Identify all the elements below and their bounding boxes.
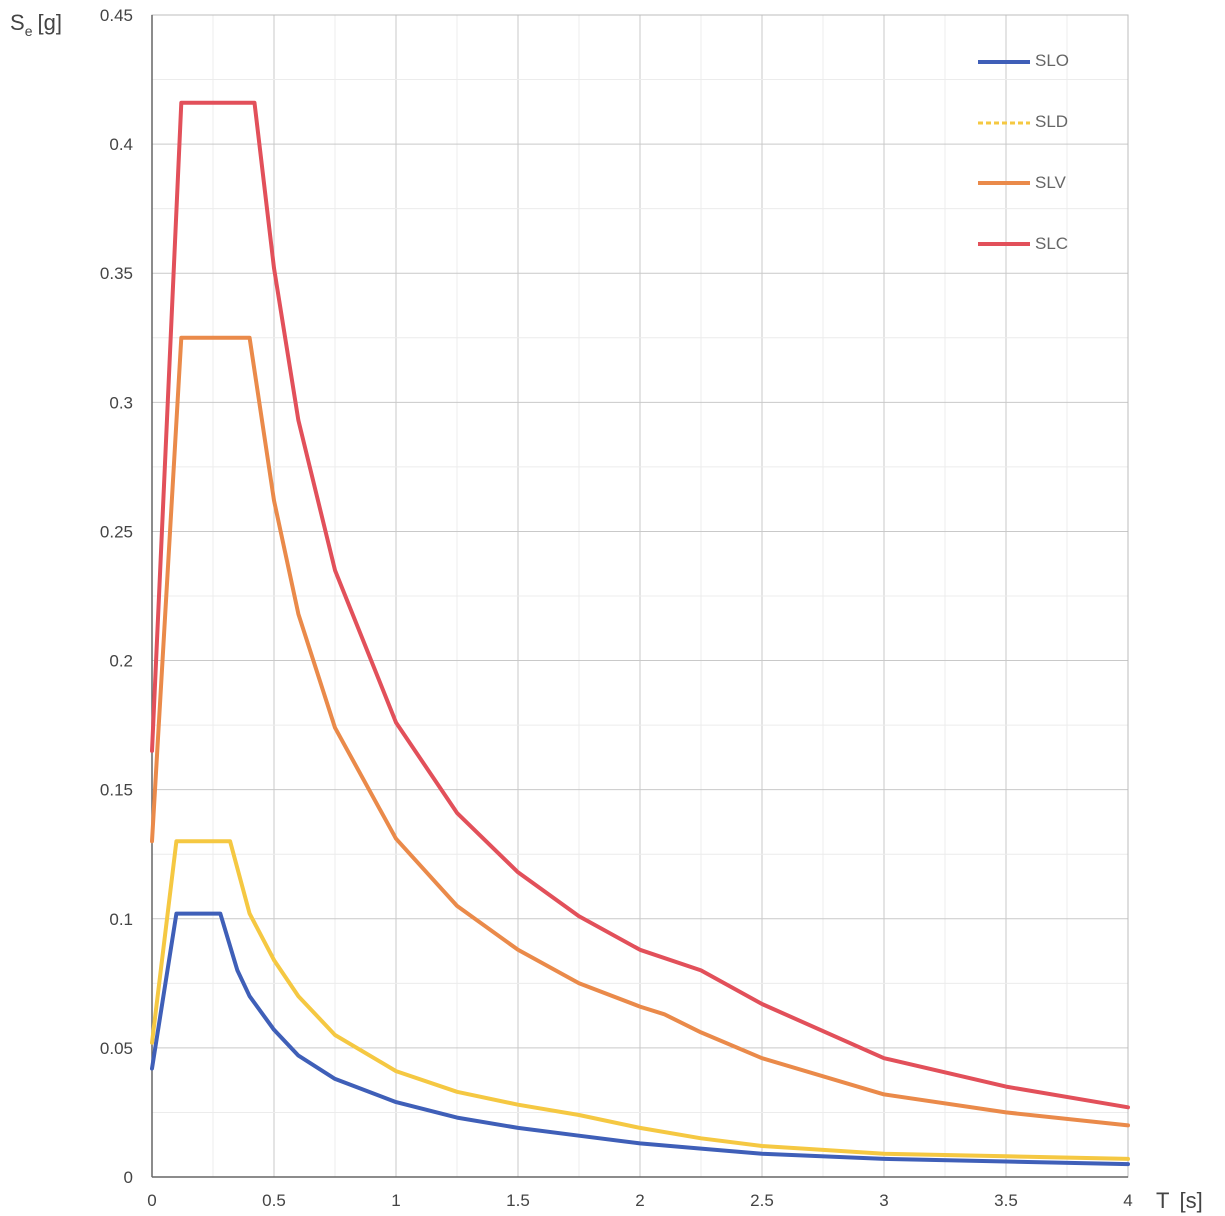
x-tick-label: 2.5 xyxy=(750,1191,774,1210)
y-tick-label: 0.2 xyxy=(109,652,133,671)
legend: SLO SLD SLV SLC xyxy=(978,51,1069,253)
y-tick-label: 0.05 xyxy=(100,1039,133,1058)
series-line-sld xyxy=(150,839,1130,1161)
legend-label-slv: SLV xyxy=(1035,173,1067,192)
x-axis-title: T [s] xyxy=(1156,1188,1203,1213)
x-axis-title-unit: [s] xyxy=(1179,1188,1202,1213)
x-tick-label: 3.5 xyxy=(994,1191,1018,1210)
y-tick-label: 0 xyxy=(124,1168,133,1187)
y-tick-label: 0.15 xyxy=(100,781,133,800)
y-axis-title-subscript: e xyxy=(25,23,33,39)
y-axis-title: Se [g] xyxy=(10,10,62,39)
series-line-slv xyxy=(150,335,1130,1128)
y-axis-title-unit: [g] xyxy=(37,10,61,35)
x-tick-label: 2 xyxy=(635,1191,644,1210)
y-tick-label: 0.45 xyxy=(100,6,133,25)
x-axis-title-main: T xyxy=(1156,1188,1169,1213)
x-tick-label: 1.5 xyxy=(506,1191,530,1210)
legend-label-slc: SLC xyxy=(1035,234,1068,253)
x-tick-labels: 0 0.5 1 1.5 2 2.5 3 3.5 4 xyxy=(147,1191,1132,1210)
x-tick-label: 4 xyxy=(1123,1191,1132,1210)
y-tick-labels: 0 0.05 0.1 0.15 0.2 0.25 0.3 0.35 0.4 0.45 xyxy=(100,6,133,1187)
x-tick-label: 0 xyxy=(147,1191,156,1210)
x-tick-label: 3 xyxy=(879,1191,888,1210)
y-tick-label: 0.35 xyxy=(100,264,133,283)
legend-label-slo: SLO xyxy=(1035,51,1069,70)
y-tick-label: 0.25 xyxy=(100,522,133,541)
series-lines xyxy=(150,100,1130,1167)
y-tick-label: 0.4 xyxy=(109,135,133,154)
series-line-slo xyxy=(150,911,1130,1167)
series-line-slc xyxy=(150,100,1130,1110)
y-axis-title-main: S xyxy=(10,10,25,35)
legend-label-sld: SLD xyxy=(1035,112,1068,131)
y-tick-label: 0.3 xyxy=(109,393,133,412)
x-tick-label: 0.5 xyxy=(262,1191,286,1210)
y-tick-label: 0.1 xyxy=(109,910,133,929)
x-tick-label: 1 xyxy=(391,1191,400,1210)
